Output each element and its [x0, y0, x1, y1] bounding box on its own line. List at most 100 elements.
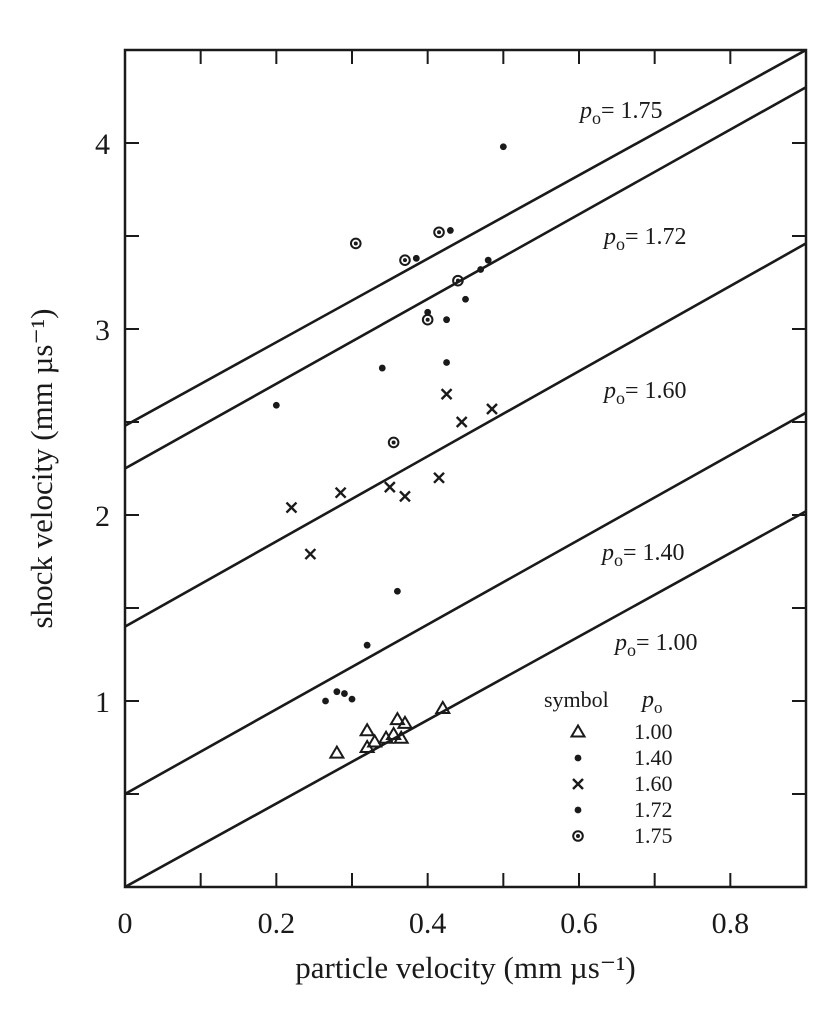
ring-center	[353, 241, 358, 246]
line-label-symbol: p	[600, 540, 614, 566]
line-label-value: = 1.75	[601, 98, 663, 124]
fit-line-label: po= 1.60	[602, 378, 687, 408]
ring-center	[391, 440, 396, 445]
cross-stroke	[440, 388, 453, 400]
data-point	[392, 729, 410, 744]
data-point	[399, 490, 411, 503]
cross-stroke	[285, 501, 298, 514]
y-tick-label: 4	[95, 128, 110, 161]
data-point	[366, 733, 383, 748]
data-point	[387, 436, 400, 449]
ring	[387, 436, 400, 449]
cross-stroke	[433, 471, 445, 484]
data-point	[383, 481, 396, 493]
legend-marker	[574, 806, 582, 814]
cross-stroke	[572, 778, 584, 790]
data-point	[421, 313, 434, 326]
legend-entry-label: 1.72	[634, 797, 673, 822]
ring	[572, 830, 584, 842]
data-point	[378, 364, 386, 372]
x-tick-label: 0.8	[712, 907, 750, 940]
data-point	[455, 416, 468, 428]
fit-lines	[125, 50, 806, 887]
axes: 0 0.2 0.4 0.6 0.8 1 2 3 4 particle velocity (mm µ…	[24, 48, 808, 985]
data-point	[446, 227, 454, 234]
data-point	[462, 295, 469, 303]
ring-center	[425, 317, 430, 322]
fit-line-label: po= 1.40	[600, 540, 685, 570]
data-point	[443, 359, 450, 366]
data-point	[322, 697, 329, 705]
data-point	[412, 254, 420, 262]
data-point	[452, 274, 464, 287]
data-point	[363, 641, 371, 649]
fit-line	[125, 411, 806, 796]
y-axis-title: shock velocity (mm µs⁻¹)	[24, 309, 59, 629]
legend-marker	[569, 723, 587, 738]
line-label-value: = 1.72	[625, 224, 687, 250]
data-point	[499, 143, 507, 151]
y-tick-label: 2	[95, 500, 110, 533]
line-label-symbol: p	[602, 224, 616, 250]
cross-stroke	[334, 486, 347, 499]
data-point	[349, 237, 362, 250]
data-point	[424, 308, 432, 316]
legend-entry-label: 1.40	[634, 745, 673, 770]
data-points	[272, 143, 507, 759]
data-point	[272, 401, 280, 409]
data-point	[396, 714, 414, 729]
fit-line	[125, 50, 806, 427]
data-point	[358, 722, 376, 737]
fit-line	[125, 510, 806, 887]
cross-stroke	[455, 416, 468, 428]
x-tick-label: 0.2	[258, 907, 296, 940]
line-label-symbol: p	[602, 378, 616, 404]
data-point	[399, 254, 411, 266]
x-tick-label: 0	[118, 907, 133, 940]
line-label-subscript: o	[616, 234, 625, 254]
cross-stroke	[399, 490, 411, 503]
line-label-subscript: o	[627, 640, 636, 660]
x-tick-label: 0.4	[409, 907, 447, 940]
fit-line	[125, 242, 806, 628]
legend-entry-label: 1.60	[634, 771, 673, 796]
ring	[349, 237, 362, 250]
ring-center	[402, 258, 407, 263]
ring	[399, 254, 411, 266]
ring	[452, 274, 464, 287]
fit-line-label: po= 1.75	[578, 98, 663, 128]
data-point	[433, 226, 445, 239]
fit-line	[125, 86, 806, 470]
data-point	[304, 548, 317, 560]
line-label-subscript: o	[614, 550, 623, 570]
data-point	[385, 726, 402, 741]
legend: symbol po1.001.401.601.721.75	[544, 687, 673, 848]
x-axis-title: particle velocity (mm µs⁻¹)	[295, 950, 636, 985]
line-label-subscript: o	[616, 388, 625, 408]
line-label-symbol: p	[613, 630, 627, 656]
ring-center	[576, 834, 580, 838]
data-point	[477, 266, 485, 273]
y-tick-label: 1	[95, 686, 110, 719]
legend-entry-label: 1.00	[634, 719, 673, 744]
data-point	[285, 501, 298, 514]
ring-center	[437, 230, 442, 235]
fit-line-label: po= 1.00	[613, 630, 698, 660]
cross-stroke	[383, 481, 396, 493]
line-label-symbol: p	[578, 98, 592, 124]
y-tick-label: 3	[95, 314, 110, 347]
data-point	[341, 690, 348, 697]
legend-header-p: p	[640, 687, 654, 713]
ring	[433, 226, 445, 239]
data-point	[443, 316, 450, 324]
legend-header-param: po	[640, 687, 663, 717]
data-point	[434, 699, 452, 714]
data-point	[328, 744, 346, 759]
line-label-value: = 1.40	[623, 540, 685, 566]
data-point	[389, 711, 406, 726]
legend-marker	[572, 778, 584, 790]
line-label-value: = 1.00	[636, 630, 698, 656]
data-point	[486, 403, 498, 415]
data-point	[440, 388, 453, 400]
